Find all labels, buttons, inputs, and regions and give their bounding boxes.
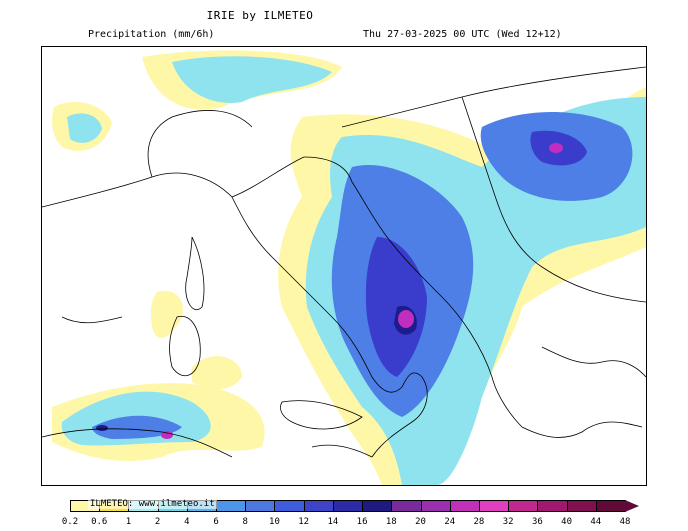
colorbar-cell (508, 500, 539, 512)
colorbar-cell (391, 500, 422, 512)
watermark-text: ILMETEO: www.ilmeteo.it (88, 499, 217, 509)
parameter-label: Precipitation (mm/6h) (88, 29, 215, 40)
colorbar-tick-label: 16 (356, 517, 368, 527)
colorbar-cell (303, 500, 334, 512)
colorbar-tick-label: 14 (327, 517, 339, 527)
map-svg (42, 50, 646, 485)
colorbar-tick-label: 28 (473, 517, 485, 527)
colorbar-cell (537, 500, 568, 512)
colorbar-cell (595, 500, 626, 512)
colorbar-tick-label: 40 (561, 517, 572, 527)
colorbar-tick-label: 44 (590, 517, 602, 527)
colorbar-tick-label: 20 (415, 517, 426, 527)
colorbar-tick-label: 36 (531, 517, 543, 527)
colorbar-cell (566, 500, 597, 512)
coastlines (42, 66, 646, 458)
colorbar-tick-label: 18 (385, 517, 397, 527)
colorbar-cell (274, 500, 305, 512)
colorbar-cell (216, 500, 247, 512)
forecast-timestamp: Thu 27-03-2025 00 UTC (Wed 12+12) (363, 29, 562, 40)
colorbar-tick-label: 6 (213, 517, 219, 527)
colorbar-tick-label: 48 (619, 517, 631, 527)
colorbar-tick-label: 1 (125, 517, 132, 527)
chart-title: IRIE by ILMETEO (206, 9, 314, 22)
colorbar-tick-label: 12 (298, 517, 310, 527)
precip-core-layer (96, 143, 563, 439)
colorbar-cell (332, 500, 364, 512)
colorbar-tick-label: 32 (502, 517, 514, 527)
colorbar-tick-label: 4 (184, 517, 190, 527)
precipitation-map (41, 46, 647, 486)
colorbar-cell (478, 500, 510, 512)
colorbar-cell (449, 500, 480, 512)
colorbar-tick-label: 8 (242, 517, 248, 527)
colorbar-tick-label: 2 (154, 517, 161, 527)
colorbar-cell (245, 500, 276, 512)
colorbar-cell (362, 500, 393, 512)
colorbar-lead-arrow (40, 500, 70, 512)
colorbar-tick-label: 24 (444, 517, 456, 527)
colorbar-tick-label: 0.2 (61, 517, 79, 527)
colorbar-tick-label: 0.6 (91, 517, 108, 527)
colorbar-tail-arrow (625, 500, 639, 512)
precip-indigo-layer (365, 130, 587, 377)
colorbar-cell (420, 500, 451, 512)
colorbar-tick-label: 10 (269, 517, 280, 527)
